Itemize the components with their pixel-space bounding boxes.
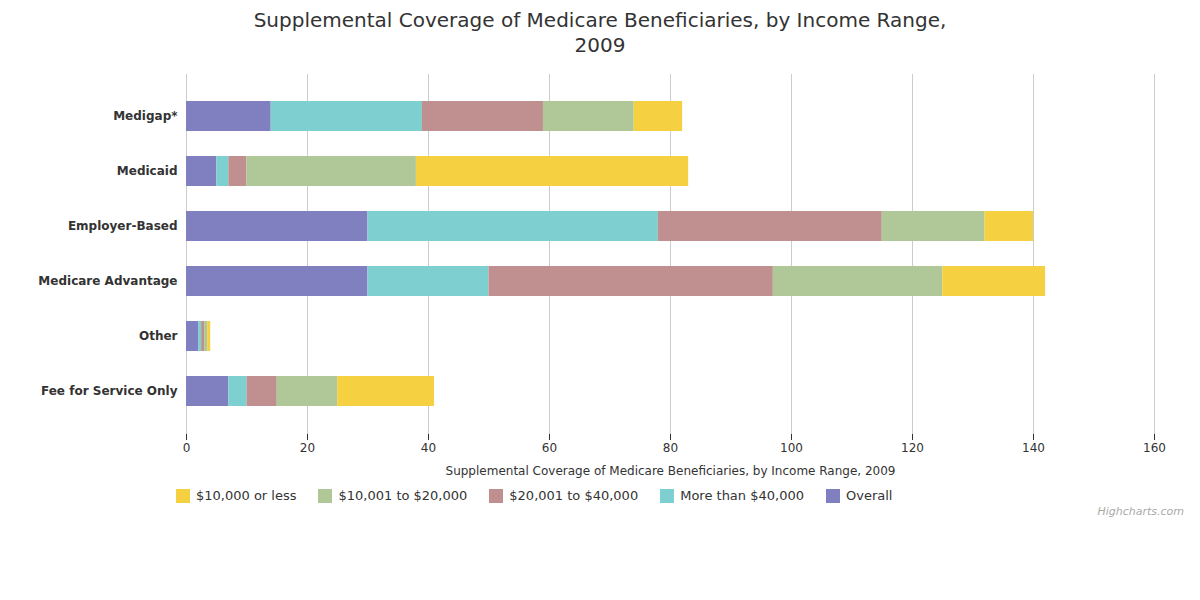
svg-text:Fee for Service Only: Fee for Service Only [41, 384, 178, 398]
html-text:$10,000 or less: $10,000 or less [196, 488, 297, 503]
html-text:Supplemental Coverage of Medic: Supplemental Coverage of Medicare Benefi… [253, 8, 947, 57]
svg-text:100: 100 [780, 441, 803, 455]
svg-text:Employer-Based: Employer-Based [68, 219, 178, 233]
svg-text:80: 80 [663, 441, 678, 455]
svg-text:Other: Other [139, 329, 178, 343]
html-text:Highcharts.com: Highcharts.com [1097, 505, 1184, 518]
svg-text:140: 140 [1022, 441, 1045, 455]
svg-text:160: 160 [1143, 441, 1166, 455]
html-text:Overall: Overall [846, 488, 893, 503]
svg-text:120: 120 [901, 441, 924, 455]
html-text:$10,001 to $20,000: $10,001 to $20,000 [338, 488, 468, 503]
svg-text:20: 20 [300, 441, 315, 455]
svg-text:Medicaid: Medicaid [117, 164, 178, 178]
svg-text:40: 40 [421, 441, 436, 455]
html-text:$20,001 to $40,000: $20,001 to $40,000 [509, 488, 639, 503]
svg-text:Medicare Advantage: Medicare Advantage [38, 274, 177, 288]
svg-text:Medigap*: Medigap* [113, 109, 178, 123]
html-text:More than $40,000: More than $40,000 [680, 488, 804, 503]
svg-text:Supplemental Coverage of Medic: Supplemental Coverage of Medicare Benefi… [446, 464, 896, 478]
svg-text:60: 60 [542, 441, 557, 455]
svg-text:0: 0 [183, 441, 191, 455]
